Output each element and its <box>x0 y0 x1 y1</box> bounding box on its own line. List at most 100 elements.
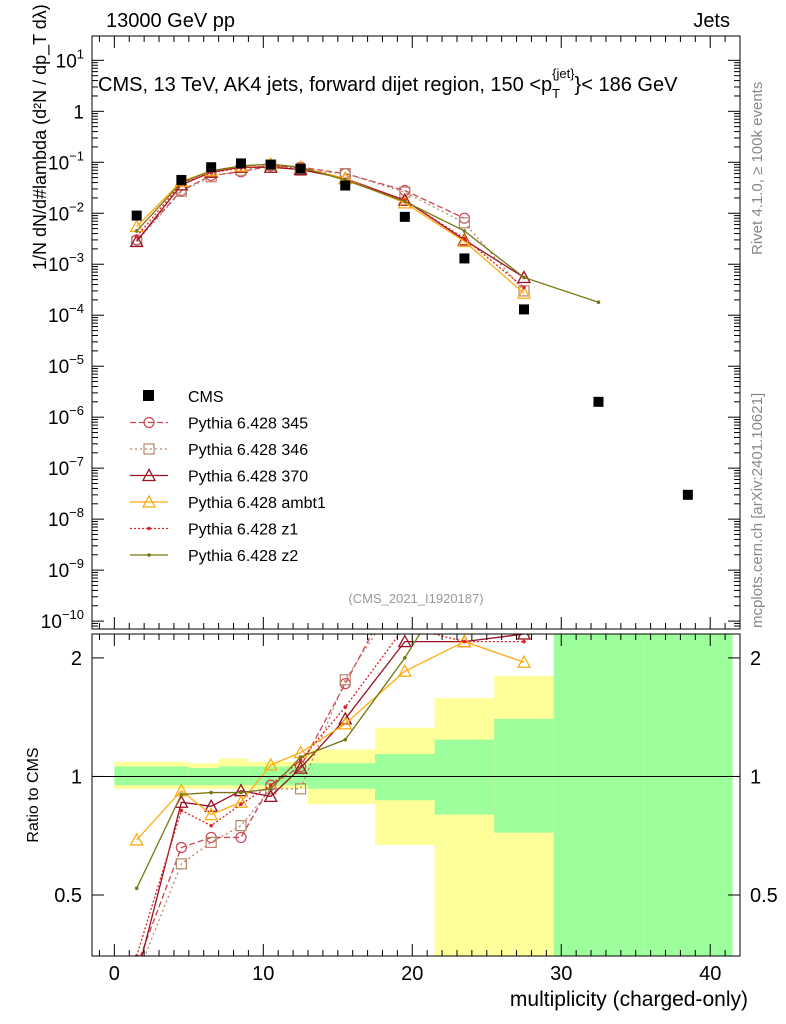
ratio-2-point-4 <box>263 789 278 803</box>
ratio-3-point-7 <box>397 663 412 677</box>
ratio-5-point-3 <box>239 790 243 795</box>
legend-label-0: CMS <box>188 389 224 406</box>
x-axis-label: multiplicity (charged-only) <box>510 988 748 1011</box>
ratio-4-point-8 <box>462 639 467 644</box>
series-5-point-9 <box>522 275 526 280</box>
band-inner-3 <box>218 766 249 786</box>
ratio-0-point-0 <box>132 961 142 971</box>
ratio-5-point-5 <box>298 755 303 759</box>
ratio-5-point-0 <box>134 886 139 891</box>
series-5-point-8 <box>462 229 467 233</box>
legend-label-3: Pythia 6.428 370 <box>188 469 308 486</box>
main-panel-frame <box>91 35 741 630</box>
plot-title-main: CMS, 13 TeV, AK4 jets, forward dijet reg… <box>98 74 552 96</box>
legend: CMS Pythia 6.428 345 Pythia 6.428 346 Pythi… <box>130 389 326 565</box>
legend-label-1: Pythia 6.428 345 <box>188 416 308 433</box>
series-2-point-9 <box>516 270 532 284</box>
ratio-4-point-5 <box>298 758 303 762</box>
cms-point-7 <box>399 211 410 222</box>
ratio-3-point-6 <box>338 716 353 730</box>
x-tick-label-2: 20 <box>401 963 423 985</box>
legend-label-2: Pythia 6.428 346 <box>188 442 308 459</box>
ratio-0-point-1 <box>175 841 187 854</box>
ratio-line-3 <box>136 640 525 841</box>
ratio-2-point-5 <box>293 760 308 774</box>
series-2-point-0 <box>129 234 144 248</box>
y-tick-label-top-4: 10−3 <box>48 250 84 276</box>
ratio-1-point-0 <box>132 972 142 982</box>
side-label-mcplots: mcplots.cern.ch [arXiv:2401.10621] <box>749 393 766 628</box>
y-tick-label-top-0: 101 <box>56 46 84 72</box>
ratio-1-point-1 <box>175 858 187 870</box>
y-axis-label-top: 1/N dN/d#lambda (d²N / dp_T dλ) <box>30 4 51 270</box>
ratio-5-point-8 <box>463 560 467 564</box>
ratio-line-0 <box>139 634 373 956</box>
band-inner-11 <box>643 634 733 956</box>
ratio-2-point-2 <box>204 798 219 812</box>
legend-marker-6 <box>147 553 151 557</box>
cms-point-6 <box>340 180 351 191</box>
ratio-2-point-0 <box>131 971 143 982</box>
header-right: Jets <box>693 10 730 32</box>
series-line-1 <box>136 164 525 292</box>
y-tick-label-top-6: 10−5 <box>48 352 84 378</box>
ratio-tick-label-2-1: 0.5 <box>750 885 778 907</box>
y-tick-label-top-9: 10−8 <box>48 505 84 531</box>
axis-ticks <box>92 36 741 956</box>
band-inner-7 <box>375 754 435 801</box>
ratio-uncertainty-bands <box>114 634 733 956</box>
y-tick-label-top-7: 10−6 <box>48 403 84 429</box>
band-outer-8 <box>434 698 495 956</box>
cms-point-11 <box>682 489 693 500</box>
x-tick-label-3: 30 <box>550 963 572 985</box>
ratio-1-point-3 <box>235 820 247 832</box>
legend-marker-4 <box>141 494 157 508</box>
plot-title: CMS, 13 TeV, AK4 jets, forward dijet reg… <box>98 66 678 101</box>
main-panel-series <box>129 156 693 500</box>
ratio-1-point-5 <box>294 783 307 795</box>
ratio-0-point-8 <box>459 465 469 475</box>
cms-point-5 <box>295 163 306 174</box>
band-inner-9 <box>494 718 554 833</box>
y-tick-label-top-3: 10−2 <box>48 199 84 225</box>
cms-point-3 <box>235 158 246 169</box>
ratio-4-point-1 <box>179 808 184 813</box>
legend-marker-5 <box>147 526 151 531</box>
band-inner-0 <box>114 766 160 786</box>
ratio-3-point-4 <box>263 757 278 771</box>
legend-marker-2 <box>143 443 155 455</box>
cms-point-9 <box>519 304 529 315</box>
ratio-tick-label-2-0: 0.5 <box>54 885 82 907</box>
legend-label-4: Pythia 6.428 ambt1 <box>188 495 326 512</box>
series-5-point-10 <box>596 300 601 305</box>
ratio-panel-series <box>129 465 532 982</box>
ratio-5-point-7 <box>403 656 407 660</box>
ratio-3-point-9 <box>516 654 532 668</box>
series-line-4 <box>136 165 525 288</box>
ratio-1-point-2 <box>205 836 217 849</box>
series-3-point-8 <box>457 234 472 248</box>
series-4-point-9 <box>522 285 526 290</box>
ratio-5-point-4 <box>268 787 273 791</box>
header-left: 13000 GeV pp <box>106 10 235 32</box>
ratio-5-point-9 <box>522 529 526 533</box>
y-tick-label-top-11: 10−10 <box>41 607 84 633</box>
y-tick-label-top-10: 10−9 <box>48 556 84 582</box>
ratio-4-point-4 <box>268 783 273 788</box>
side-label-rivet: Rivet 4.1.0, ≥ 100k events <box>749 82 766 255</box>
ratio-tick-label-1-1: 1 <box>750 766 761 788</box>
ratio-tick-label-1-0: 1 <box>71 766 82 788</box>
legend-marker-1 <box>143 416 155 429</box>
band-inner-8 <box>434 739 495 815</box>
x-tick-label-0: 0 <box>109 963 120 985</box>
ratio-4-point-2 <box>209 823 213 828</box>
band-inner-1 <box>159 766 189 786</box>
ratio-5-point-1 <box>179 792 184 797</box>
ratio-4-point-7 <box>403 625 407 629</box>
ratio-0-point-3 <box>235 831 247 844</box>
ratio-5-point-6 <box>343 737 348 742</box>
analysis-id: (CMS_2021_I1920187) <box>348 591 483 606</box>
ratio-4-point-9 <box>522 639 526 644</box>
y-tick-label-top-2: 10−1 <box>48 148 84 174</box>
cms-point-4 <box>265 159 276 170</box>
